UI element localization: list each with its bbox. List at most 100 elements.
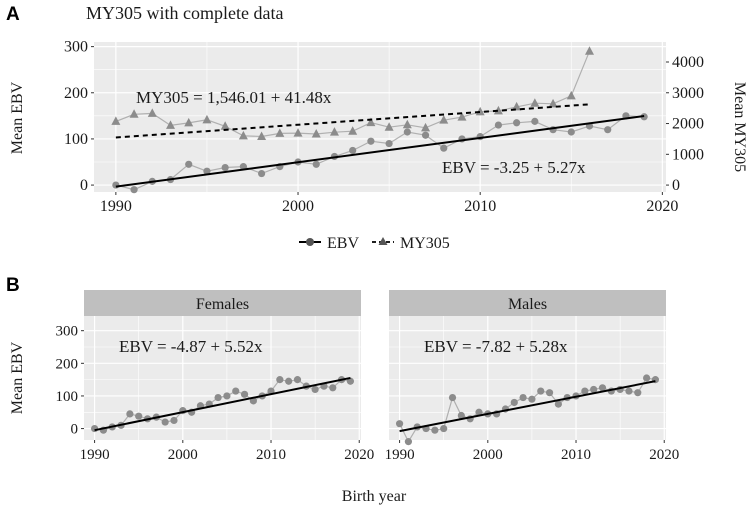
females-ebv-point xyxy=(161,418,169,426)
a-my305-point xyxy=(329,127,339,136)
panel-a-series xyxy=(111,46,648,194)
a-y2tick-label: 1000 xyxy=(672,146,704,163)
panel-a-ylabel: Mean EBV xyxy=(9,81,26,154)
a-xtick-label: 1990 xyxy=(100,198,132,215)
males-regression-line xyxy=(399,380,656,433)
a-y2tick-label: 2000 xyxy=(672,116,704,133)
a-my305-point xyxy=(238,130,248,140)
a-ebv-point xyxy=(130,186,138,194)
females-xtick-label: 2020 xyxy=(344,447,374,463)
a-my305-point xyxy=(439,115,449,124)
a-my305-point xyxy=(512,101,522,111)
a-my305-point xyxy=(166,120,176,129)
a-xtick-label: 2010 xyxy=(464,198,496,215)
a-ytick-label: 300 xyxy=(64,39,88,56)
males-equation-label: EBV = -7.82 + 5.28x xyxy=(424,337,568,356)
a-ebv-point xyxy=(513,119,521,127)
a-my305-point xyxy=(421,122,431,132)
a-ebv-point xyxy=(385,139,393,148)
a-y2tick-label: 4000 xyxy=(672,54,704,71)
females-xtick-label: 2010 xyxy=(256,447,286,463)
females-ebv-point xyxy=(311,385,319,394)
a-ebv-point xyxy=(403,128,411,136)
females-ebv-point xyxy=(346,377,355,385)
males-ebv-point xyxy=(510,398,518,407)
a-xtick-label: 2020 xyxy=(646,198,678,215)
a-ebv-point xyxy=(349,146,357,155)
legend: EBV MY305 xyxy=(299,235,450,252)
females-ebv-point xyxy=(232,387,240,395)
females-ebv-point xyxy=(135,412,143,420)
females-equation-label: EBV = -4.87 + 5.52x xyxy=(119,337,263,356)
a-ebv-regression-line xyxy=(115,115,645,188)
a-y2tick-label: 0 xyxy=(672,177,680,194)
males-ebv-point xyxy=(404,438,413,446)
a-ebv-point xyxy=(604,126,612,134)
males-ebv-point xyxy=(625,387,633,395)
a-my305-point xyxy=(257,131,267,140)
a-my305-point xyxy=(530,98,540,107)
a-my305-point xyxy=(202,114,212,124)
a-my305-point xyxy=(275,128,285,137)
females-ebv-point xyxy=(170,416,178,425)
males-ebv-point xyxy=(554,400,562,408)
legend-ebv-label: EBV xyxy=(327,235,359,252)
a-ebv-point xyxy=(185,160,193,168)
a-my305-point xyxy=(493,105,503,115)
chart-panel-b-females: Females 1990 2000 2010 2020 0 100 200 300 EBV =… xyxy=(56,290,374,463)
a-y2tick-label: 3000 xyxy=(672,85,704,102)
females-ytick-label: 100 xyxy=(56,389,79,405)
males-ebv-point xyxy=(634,389,642,397)
chart-panel-b-males: Males 1990 2000 2010 2020 EBV = -7.82 + 5.2… xyxy=(385,290,679,463)
females-regression-line xyxy=(94,376,351,432)
a-ebv-point xyxy=(531,117,539,125)
a-my305-point xyxy=(293,128,303,137)
males-ebv-point xyxy=(590,385,598,394)
males-ebv-point xyxy=(448,393,457,402)
ebv-equation-label-a: EBV = -3.25 + 5.27x xyxy=(442,158,586,177)
chart-panel-a: 1990 2000 2010 2020010020030001000200030004… xyxy=(9,39,748,215)
a-ebv-point xyxy=(312,160,320,168)
panel-a-title: MY305 with complete data xyxy=(86,3,283,23)
panel-b-label: B xyxy=(6,275,20,296)
a-my305-point xyxy=(348,126,358,135)
a-ebv-point xyxy=(257,169,266,178)
a-my305-point xyxy=(184,117,194,127)
a-my305-point xyxy=(147,108,157,117)
males-series xyxy=(395,374,660,446)
females-ytick-label: 0 xyxy=(71,422,79,438)
a-my305-point xyxy=(566,90,576,100)
females-strip xyxy=(84,290,361,316)
males-xtick-label: 2010 xyxy=(561,447,591,463)
females-ebv-point xyxy=(90,424,99,433)
females-ebv-point xyxy=(276,376,284,384)
males-strip-label: Males xyxy=(508,296,547,313)
males-ebv-point xyxy=(581,387,589,395)
females-strip-label: Females xyxy=(196,296,249,313)
females-panel-background xyxy=(84,316,361,440)
a-ytick-label: 100 xyxy=(64,131,88,148)
males-ebv-point xyxy=(642,374,651,382)
a-my305-regression-line xyxy=(115,103,590,139)
a-my305-point xyxy=(548,98,558,108)
legend-my305-label: MY305 xyxy=(400,235,450,252)
males-xtick-label: 1990 xyxy=(385,447,415,463)
panel-b-ylabel: Mean EBV xyxy=(9,341,26,414)
a-ebv-point xyxy=(567,128,575,136)
males-ebv-point xyxy=(537,387,545,395)
females-ebv-point xyxy=(329,384,337,392)
legend-ebv-marker xyxy=(306,238,314,246)
males-ticks: 1990 2000 2010 2020 xyxy=(385,440,679,463)
a-my305-point xyxy=(584,46,594,55)
males-grid xyxy=(389,316,666,440)
males-ebv-point xyxy=(598,384,607,392)
females-ebv-point xyxy=(240,390,249,398)
males-ebv-point xyxy=(545,389,554,397)
males-ebv-point xyxy=(475,408,483,416)
females-ytick-label: 200 xyxy=(56,356,79,372)
a-my305-point xyxy=(402,119,412,129)
shared-xlabel: Birth year xyxy=(342,488,407,505)
males-xtick-label: 2000 xyxy=(473,447,503,463)
a-ebv-point xyxy=(494,121,503,129)
